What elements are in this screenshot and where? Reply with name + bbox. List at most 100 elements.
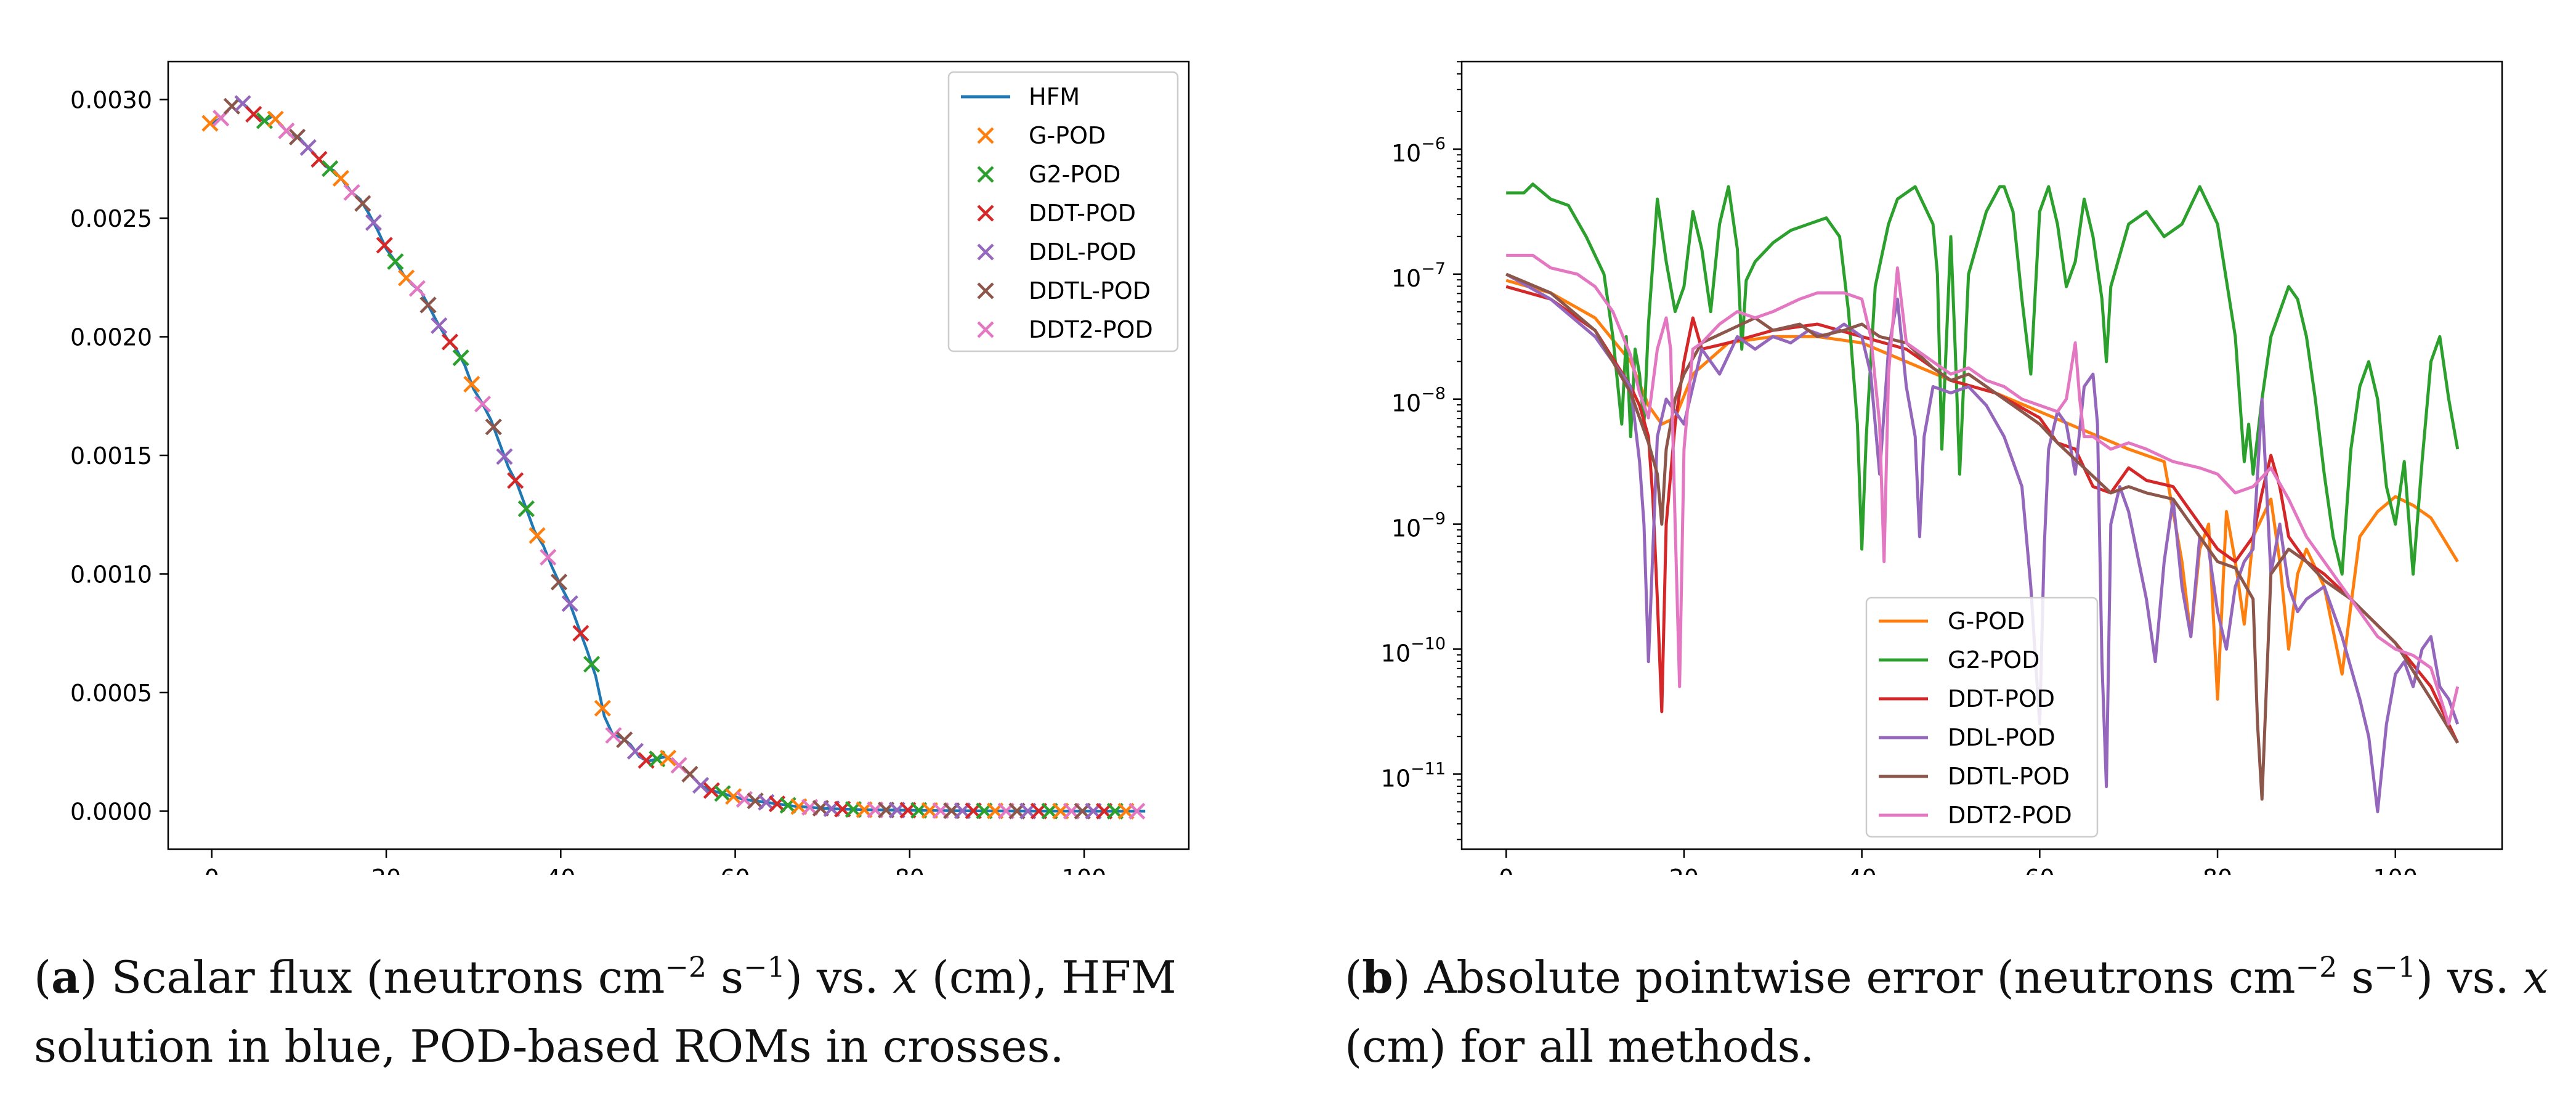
marker-ddt2-pod [1128, 802, 1146, 820]
caption-a-sup-1: −2 [665, 950, 707, 983]
marker-ddt-pod [441, 333, 459, 351]
y-tick-label: 10−9 [1391, 510, 1446, 542]
caption-a-sup-2: −1 [743, 950, 785, 983]
x-tick-label: 80 [895, 865, 925, 875]
legend-label-ddt2-pod: DDT2-POD [1948, 802, 2072, 829]
legend-label-g-pod: G-POD [1029, 122, 1106, 149]
caption-a-label: a [51, 951, 80, 1003]
y-tick-label: 0.0000 [70, 798, 152, 825]
caption-b: (b) Absolute pointwise error (neutrons c… [1345, 950, 2548, 1072]
marker-g2-pod [583, 656, 601, 673]
legend-label-ddl-pod: DDL-POD [1948, 724, 2056, 751]
legend-label-g-pod: G-POD [1948, 608, 2025, 635]
panel-b-pointwise-error-chart: 0 20 40 60 80 100 10−6 10−7 10−8 10−9 10−10 10−11 G-… [1381, 60, 2503, 875]
plot-frame [1460, 60, 2503, 850]
legend-label-ddt-pod: DDT-POD [1948, 685, 2055, 712]
series-g2-pod-line [1506, 182, 2460, 576]
y-tick-label: 10−7 [1391, 259, 1446, 292]
marker-ddt2-pod [605, 727, 622, 744]
caption-b-text-1: ) Absolute pointwise error (neutrons cm [1393, 951, 2296, 1003]
marker-ddtl-pod [354, 195, 371, 212]
caption-b-text-3: ) vs. [2416, 951, 2524, 1003]
legend-swatch-g2-pod [977, 166, 994, 183]
plot-frame [167, 60, 1190, 850]
marker-ddtl-pod [485, 418, 502, 436]
marker-ddtl-pod [223, 97, 240, 115]
y-tick-label: 10−8 [1391, 385, 1446, 417]
caption-b-sup-1: −2 [2295, 950, 2338, 983]
marker-g-pod [201, 115, 219, 132]
caption-a-text-4: (cm), HFM solution in blue, POD-based RO… [34, 951, 1177, 1072]
x-tick-label: 0 [1499, 865, 1513, 875]
marker-ddt-pod [245, 105, 262, 123]
x-tick-label: 80 [2203, 865, 2232, 875]
x-tick-label: 60 [720, 865, 750, 875]
marker-ddt2-pod [670, 757, 687, 774]
caption-a-text-2: s [707, 951, 744, 1003]
marker-ddl-pod [431, 317, 448, 335]
legend-swatch-ddl-pod [977, 243, 994, 261]
legend-label-ddtl-pod: DDTL-POD [1029, 277, 1151, 304]
caption-b-text-2: s [2337, 951, 2375, 1003]
legend-label-g2-pod: G2-POD [1029, 161, 1120, 188]
legend-swatch-ddt-pod [977, 205, 994, 222]
y-tick-label: 10−10 [1381, 634, 1446, 667]
legend: HFM G-POD G2-POD DDT-POD DDL-POD DDTL-POD DDT2… [947, 71, 1179, 352]
caption-b-var: x [2523, 951, 2548, 1003]
legend-swatch-g-pod [977, 127, 994, 144]
marker-ddl-pod [365, 214, 383, 231]
marker-g-pod [332, 169, 350, 187]
marker-g-pod [463, 375, 480, 393]
legend: G-POD G2-POD DDT-POD DDL-POD DDTL-POD DDT2-PO… [1865, 596, 2099, 838]
caption-b-label: b [1362, 951, 1393, 1003]
y-tick-label: 0.0015 [70, 442, 152, 470]
y-tick-label: 0.0005 [70, 680, 152, 707]
caption-a: (a) Scalar flux (neutrons cm−2 s−1) vs. … [34, 950, 1177, 1072]
marker-ddtl-pod [419, 296, 437, 314]
legend-swatch-ddtl-pod [977, 282, 994, 299]
marker-g2-pod [517, 500, 535, 518]
x-tick-label: 40 [1847, 865, 1876, 875]
marker-g2-pod [387, 253, 404, 271]
y-tick-label: 10−6 [1391, 134, 1446, 167]
marker-ddl-pod [561, 595, 578, 613]
legend-box [947, 71, 1179, 352]
legend-label-hfm: HFM [1029, 83, 1080, 110]
marker-ddt-pod [376, 237, 393, 254]
marker-ddl-pod [692, 776, 710, 794]
caption-b-sup-2: −1 [2374, 950, 2416, 983]
legend-label-ddl-pod: DDL-POD [1029, 238, 1136, 266]
y-tick-label: 0.0010 [70, 561, 152, 588]
series-ddtl-pod-line [1505, 272, 2459, 801]
legend-swatch-ddt2-pod [977, 321, 994, 338]
x-tick-label: 40 [546, 865, 575, 875]
legend-label-ddt-pod: DDT-POD [1029, 200, 1136, 227]
y-tick-label: 0.0020 [70, 324, 152, 351]
series-ddt2-pod-line [1506, 253, 2460, 726]
legend-label-ddt2-pod: DDT2-POD [1029, 316, 1153, 343]
x-tick-label: 20 [1669, 865, 1699, 875]
legend-label-ddtl-pod: DDTL-POD [1948, 763, 2070, 790]
legend-label-g2-pod: G2-POD [1948, 646, 2039, 674]
series-ddl-pod-line [1505, 272, 2460, 813]
y-tick-label: 0.0030 [70, 87, 152, 114]
marker-ddt-pod [507, 472, 524, 489]
marker-ddt2-pod [278, 122, 295, 139]
figure: 0 20 40 60 80 100 0.0000 0.0005 0.0010 0.0015 0.00… [70, 60, 2503, 875]
x-tick-label: 20 [371, 865, 401, 875]
y-tick-label: 0.0025 [70, 205, 152, 232]
marker-ddtl-pod [550, 573, 568, 591]
caption-b-text-4: (cm) for all methods. [1345, 1020, 1815, 1072]
marker-g-pod [594, 699, 611, 717]
marker-g-pod [659, 749, 677, 767]
x-tick-label: 0 [205, 865, 219, 875]
series-lines [1505, 182, 2460, 813]
marker-ddt2-pod [540, 548, 557, 566]
x-tick-label: 100 [2373, 865, 2418, 875]
marker-ddt-pod [572, 625, 589, 642]
marker-g2-pod [452, 349, 469, 367]
caption-a-var: x [893, 951, 918, 1003]
x-tick-label: 60 [2025, 865, 2054, 875]
caption-a-text-3: ) vs. [785, 951, 893, 1003]
marker-ddl-pod [496, 448, 513, 465]
